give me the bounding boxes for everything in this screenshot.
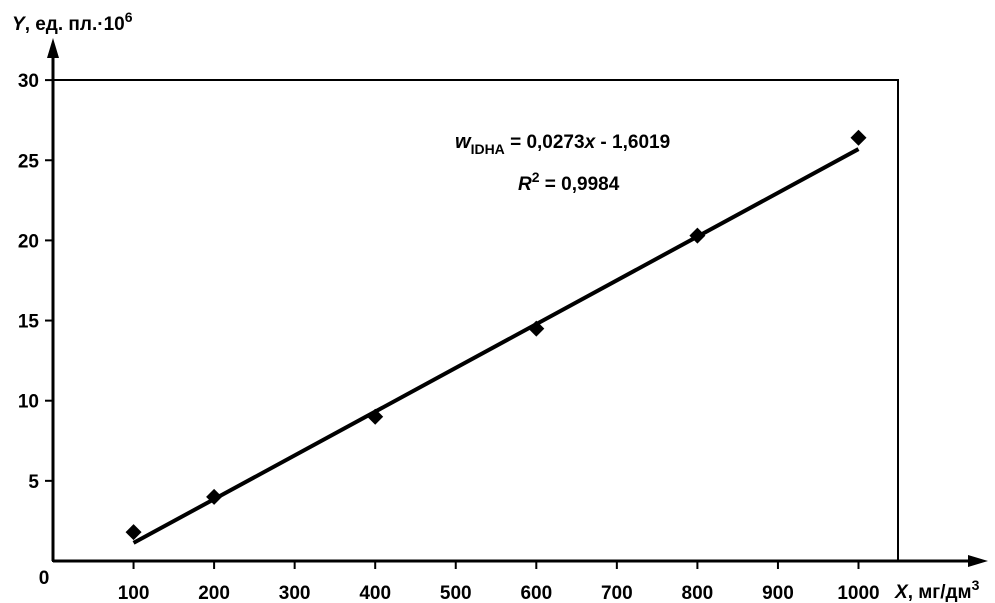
r-squared: R2 = 0,9984: [518, 169, 620, 195]
y-axis-arrow-icon: [47, 38, 59, 58]
x-tick-label: 200: [198, 583, 230, 603]
x-tick-label: 1000: [837, 583, 879, 603]
data-point: [689, 227, 706, 244]
x-tick-label: 500: [440, 583, 472, 603]
x-tick-label: 400: [359, 583, 391, 603]
data-point: [528, 320, 545, 337]
y-tick-label: 10: [18, 392, 39, 413]
y-axis-label: Y, ед. пл.·106: [12, 9, 133, 35]
data-markers: [125, 129, 867, 541]
x-tick-label: 100: [118, 583, 150, 603]
data-point: [367, 408, 384, 425]
data-point: [850, 129, 867, 146]
x-tick-label: 900: [762, 583, 794, 603]
x-axis-label: X, мг/дм3: [894, 577, 980, 603]
y-tick-label: 20: [18, 231, 39, 252]
x-tick-label: 700: [601, 583, 633, 603]
y-tick-label: 5: [28, 472, 39, 493]
data-point: [206, 488, 223, 505]
x-tick-label: 600: [520, 583, 552, 603]
trend-line: [132, 147, 860, 545]
origin-label: 0: [39, 568, 50, 589]
regression-equation: wIDHA = 0,0273x - 1,6019: [455, 131, 670, 157]
x-tick-label: 300: [279, 583, 311, 603]
x-ticks: 100 200 300 400 500 600 700 800 900 1000: [118, 561, 880, 603]
y-tick-label: 30: [18, 71, 39, 92]
y-ticks: 5 10 15 20 25 30: [18, 71, 53, 493]
x-tick-label: 800: [682, 583, 714, 603]
data-point: [125, 524, 142, 541]
y-tick-label: 25: [18, 151, 40, 172]
y-tick-label: 15: [18, 312, 40, 333]
x-axis-arrow-icon: [968, 555, 988, 567]
